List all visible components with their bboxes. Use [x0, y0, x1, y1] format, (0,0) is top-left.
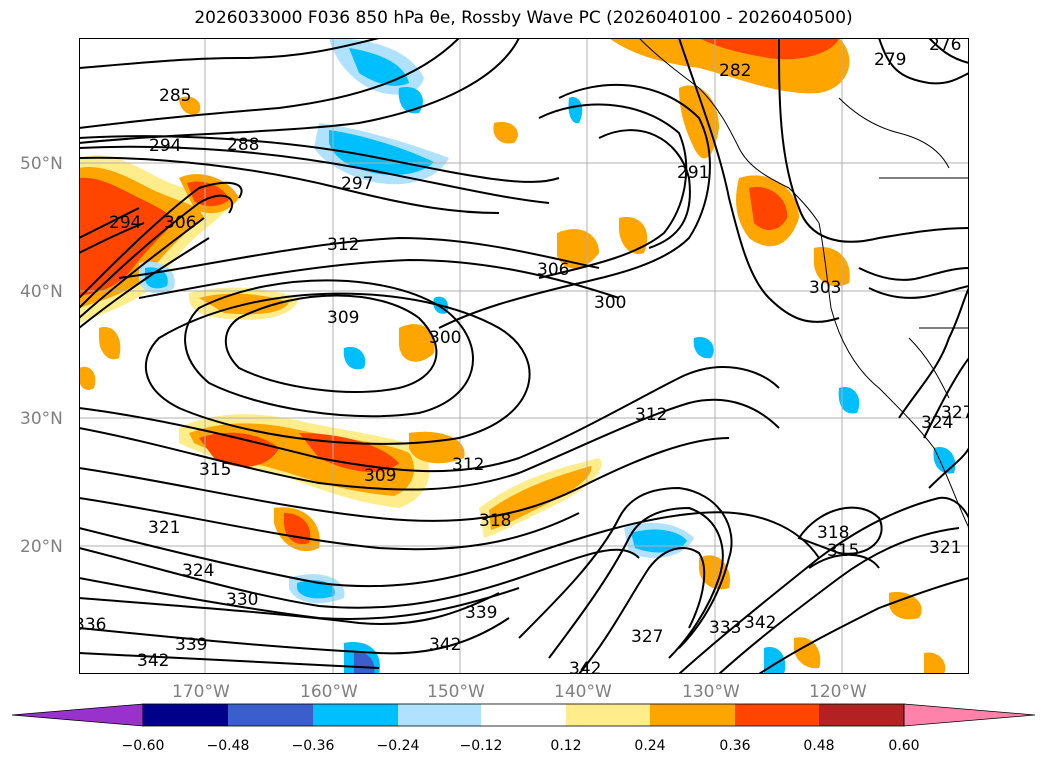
- colorbar-tick: −0.60: [121, 738, 165, 754]
- colorbar: [11, 703, 1036, 727]
- theta-e-contours: [79, 38, 969, 674]
- graticule: [79, 38, 969, 674]
- contour-label: 321: [148, 518, 180, 538]
- colorbar-segment: [481, 704, 566, 726]
- coastlines: [638, 38, 969, 529]
- contour-label: 327: [941, 403, 969, 423]
- contour-label: 318: [479, 511, 511, 531]
- map-title: 2026033000 F036 850 hPa θe, Rossby Wave …: [194, 8, 853, 28]
- colorbar-tick: 0.24: [634, 738, 666, 754]
- contour-label: 321: [929, 538, 961, 558]
- contour-label: 282: [719, 61, 751, 81]
- contour-label: 297: [341, 174, 373, 194]
- colorbar-tick: −0.24: [376, 738, 420, 754]
- colorbar-tick: −0.12: [459, 738, 503, 754]
- colorbar-outline: [142, 703, 905, 727]
- lon-label: 150°W: [427, 682, 485, 702]
- contour-label: 306: [537, 260, 569, 280]
- contour-label: 324: [182, 561, 214, 581]
- map-area: 285 288 294 297 279 276 282 291 294 306 …: [79, 38, 969, 674]
- contour-label: 288: [227, 135, 259, 155]
- lat-label: 30°N: [20, 409, 63, 429]
- colorbar-tick: 0.48: [803, 738, 835, 754]
- colorbar-segment: [650, 704, 735, 726]
- contour-label: 300: [594, 293, 626, 313]
- contour-label: 309: [327, 308, 359, 328]
- colorbar-segment: [313, 704, 398, 726]
- contour-label: 285: [159, 86, 191, 106]
- contour-label: 279: [874, 50, 906, 70]
- colorbar-extend-low: [11, 703, 144, 727]
- contour-label: 333: [709, 618, 741, 638]
- contour-label: 342: [569, 659, 601, 674]
- theta-e-map: 285 288 294 297 279 276 282 291 294 306 …: [79, 38, 969, 674]
- contour-label: 303: [809, 278, 841, 298]
- contour-label: 330: [226, 590, 258, 610]
- contour-labels: 285 288 294 297 279 276 282 291 294 306 …: [79, 38, 969, 674]
- contour-label: 327: [631, 627, 663, 647]
- contour-label: 312: [327, 235, 359, 255]
- shaded-anomalies: [79, 38, 956, 674]
- contour-label: 306: [164, 213, 196, 233]
- contour-label: 342: [429, 635, 461, 655]
- lon-label: 120°W: [809, 682, 867, 702]
- colorbar-segment: [228, 704, 313, 726]
- contour-label: 342: [744, 613, 776, 633]
- contour-label: 342: [137, 651, 169, 671]
- contour-label: 300: [429, 328, 461, 348]
- contour-label: 315: [199, 460, 231, 480]
- colorbar-extend-high: [903, 703, 1036, 727]
- lon-label: 140°W: [554, 682, 612, 702]
- contour-label: 312: [452, 455, 484, 475]
- lat-label: 50°N: [20, 154, 63, 174]
- lat-label: 20°N: [20, 537, 63, 557]
- contour-label: 291: [677, 163, 709, 183]
- colorbar-tick: 0.60: [888, 738, 920, 754]
- contour-label: 312: [635, 405, 667, 425]
- colorbar-tick: 0.12: [550, 738, 582, 754]
- contour-label: 318: [817, 523, 849, 543]
- contour-label: 294: [109, 213, 141, 233]
- contour-label: 324: [921, 413, 953, 433]
- lon-label: 130°W: [682, 682, 740, 702]
- contour-label: 339: [465, 603, 497, 623]
- contour-label: 309: [364, 466, 396, 486]
- lat-label: 40°N: [20, 282, 63, 302]
- lon-label: 170°W: [172, 682, 230, 702]
- colorbar-segment: [819, 704, 904, 726]
- colorbar-tick: −0.48: [206, 738, 250, 754]
- colorbar-segment: [398, 704, 481, 726]
- colorbar-tick: 0.36: [719, 738, 751, 754]
- colorbar-tick: −0.36: [291, 738, 335, 754]
- colorbar-segment: [735, 704, 819, 726]
- contour-label: 315: [827, 541, 859, 561]
- colorbar-segment: [143, 704, 228, 726]
- lon-label: 160°W: [300, 682, 358, 702]
- contour-label: 294: [149, 136, 181, 156]
- contour-label: 276: [929, 38, 961, 55]
- contour-label: 336: [79, 615, 106, 635]
- colorbar-segments: [11, 703, 1036, 727]
- colorbar-segment: [566, 704, 650, 726]
- contour-label: 339: [175, 635, 207, 655]
